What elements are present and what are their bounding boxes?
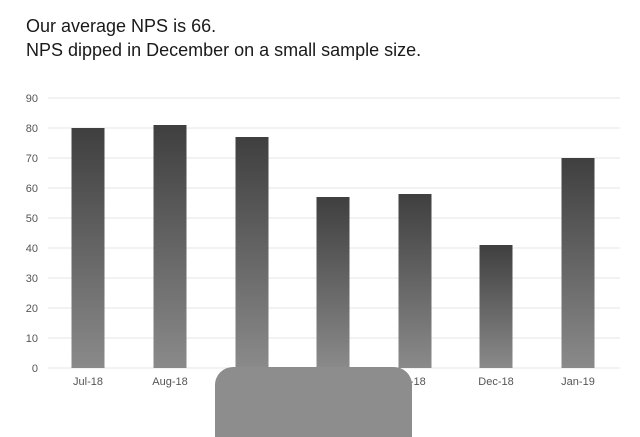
x-tick-label: Dec-18 (478, 376, 513, 388)
x-tick-label: Jan-19 (561, 376, 595, 388)
y-tick-label: 60 (26, 183, 38, 195)
bar-jul-18 (71, 128, 105, 368)
x-tick-label: Aug-18 (152, 376, 187, 388)
y-tick-label: 30 (26, 273, 38, 285)
y-tick-label: 20 (26, 303, 38, 315)
y-tick-label: 10 (26, 333, 38, 345)
bar-oct-18 (316, 197, 350, 368)
y-tick-label: 90 (26, 93, 38, 105)
x-tick-label: Jul-18 (73, 376, 103, 388)
bar-aug-18 (153, 125, 187, 368)
headline-line-1: Our average NPS is 66. (26, 16, 217, 36)
y-tick-label: 50 (26, 213, 38, 225)
y-tick-label: 0 (32, 363, 38, 375)
bar-nov-18 (398, 194, 432, 368)
bar-jan-19 (561, 158, 595, 368)
headline: Our average NPS is 66. NPS dipped in Dec… (26, 14, 421, 62)
bar-dec-18 (479, 245, 513, 368)
headline-line-2: NPS dipped in December on a small sample… (26, 40, 422, 60)
bar-sep-18 (235, 137, 269, 368)
y-tick-label: 40 (26, 243, 38, 255)
overlay-panel[interactable] (215, 367, 412, 437)
y-tick-label: 80 (26, 123, 38, 135)
y-tick-label: 70 (26, 153, 38, 165)
